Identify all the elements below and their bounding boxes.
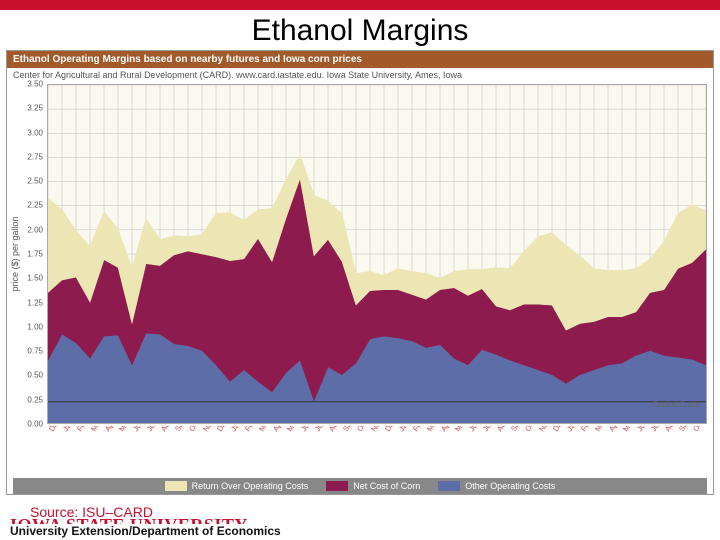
legend-item: Return Over Operating Costs — [165, 481, 309, 491]
source-text: Source: ISU–CARD — [30, 504, 153, 520]
slide-title: Ethanol Margins — [0, 10, 720, 50]
y-tick-label: 1.00 — [27, 322, 43, 331]
capital-costs-label: Capital Costs — [652, 400, 700, 409]
department-text: University Extension/Department of Econo… — [10, 524, 281, 538]
legend-item: Other Operating Costs — [438, 481, 555, 491]
brand-top-bar — [0, 0, 720, 10]
legend-item: Net Cost of Corn — [326, 481, 420, 491]
legend-label: Net Cost of Corn — [353, 481, 420, 491]
y-tick-label: 2.25 — [27, 201, 43, 210]
y-axis-title: price ($) per gallon — [10, 216, 20, 291]
y-tick-label: 1.50 — [27, 274, 43, 283]
y-tick-label: 0.50 — [27, 371, 43, 380]
y-tick-label: 0.75 — [27, 347, 43, 356]
y-tick-label: 3.25 — [27, 104, 43, 113]
chart-subtitle: Center for Agricultural and Rural Develo… — [7, 68, 713, 82]
y-tick-label: 2.00 — [27, 225, 43, 234]
x-axis: December, 2006January, 2007February, 200… — [47, 426, 707, 478]
y-tick-label: 3.50 — [27, 80, 43, 89]
chart-plot-area: price ($) per gallon 0.000.250.500.751.0… — [7, 84, 713, 424]
y-axis: price ($) per gallon 0.000.250.500.751.0… — [7, 84, 47, 424]
y-tick-label: 1.25 — [27, 298, 43, 307]
legend-swatch — [165, 481, 187, 491]
y-tick-label: 0.25 — [27, 395, 43, 404]
legend-label: Other Operating Costs — [465, 481, 555, 491]
legend-swatch — [438, 481, 460, 491]
chart-container: Ethanol Operating Margins based on nearb… — [6, 50, 714, 495]
y-tick-label: 1.75 — [27, 250, 43, 259]
y-tick-label: 3.00 — [27, 128, 43, 137]
footer: Source: ISU–CARD IOWA STATE UNIVERSITY U… — [0, 496, 720, 540]
x-tick-label: November, 2010 — [705, 426, 707, 433]
plot-surface: Capital Costs — [47, 84, 707, 424]
y-tick-label: 2.75 — [27, 152, 43, 161]
legend-swatch — [326, 481, 348, 491]
chart-title-bar: Ethanol Operating Margins based on nearb… — [7, 51, 713, 68]
legend-label: Return Over Operating Costs — [192, 481, 309, 491]
plot-svg — [48, 85, 706, 423]
legend: Return Over Operating Costs Net Cost of … — [13, 478, 707, 494]
y-tick-label: 0.00 — [27, 420, 43, 429]
y-tick-label: 2.50 — [27, 177, 43, 186]
